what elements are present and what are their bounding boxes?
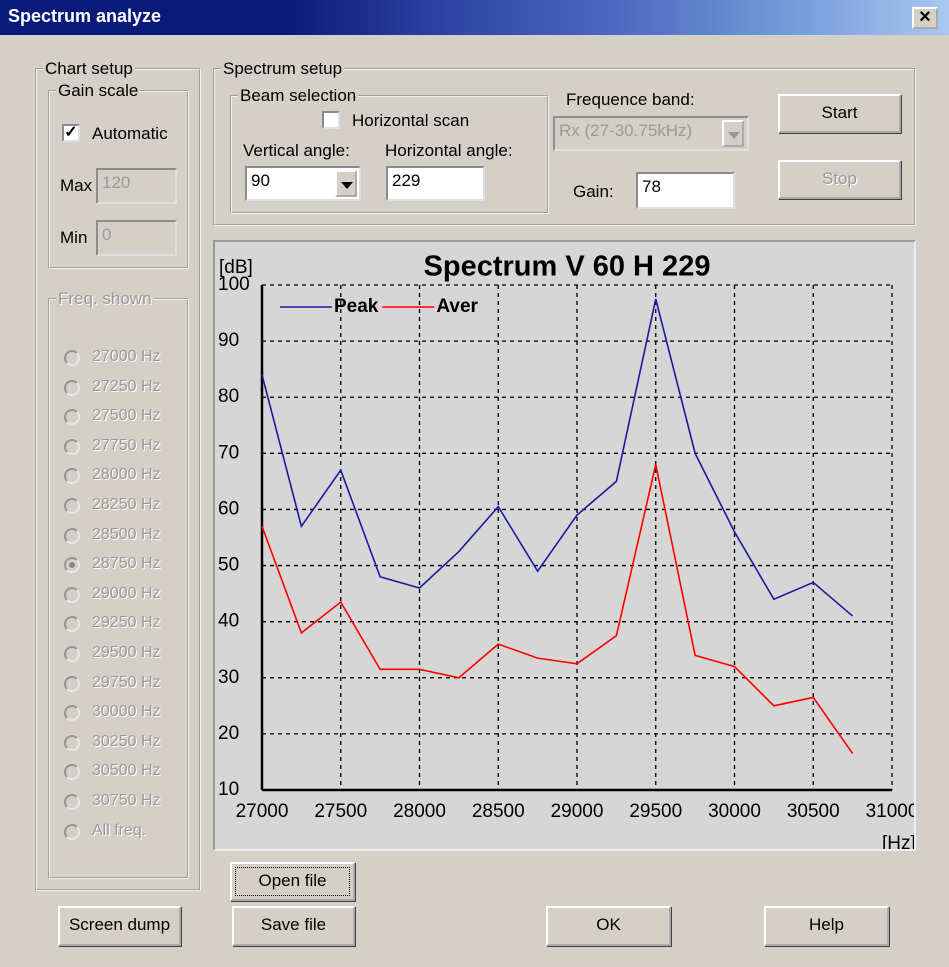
radio-label: 28000 Hz bbox=[92, 466, 161, 484]
x-tick-label: 27000 bbox=[236, 801, 289, 822]
y-tick-label: 30 bbox=[218, 667, 239, 688]
ok-button[interactable]: OK bbox=[546, 906, 671, 946]
horizontal-angle-input[interactable]: 229 bbox=[386, 166, 485, 201]
radio-button[interactable] bbox=[64, 350, 80, 366]
help-button[interactable]: Help bbox=[764, 906, 889, 946]
radio-label: 27500 Hz bbox=[92, 407, 161, 425]
checkbox-label: Horizontal scan bbox=[352, 111, 470, 130]
series-line bbox=[261, 298, 854, 617]
y-tick-label: 20 bbox=[218, 723, 239, 744]
radio-button[interactable] bbox=[64, 379, 80, 396]
dropdown-arrow[interactable] bbox=[722, 120, 744, 147]
radio-label: 27750 Hz bbox=[92, 436, 161, 454]
x-tick-label: 31000 bbox=[866, 801, 916, 822]
checkbox-label: Automatic bbox=[92, 124, 168, 143]
min-input[interactable]: 0 bbox=[96, 220, 177, 256]
radio-label: 27000 Hz bbox=[92, 348, 161, 365]
x-tick-label: 28500 bbox=[472, 801, 525, 822]
x-tick-label: 27500 bbox=[314, 801, 367, 822]
y-tick-label: 100 bbox=[218, 274, 250, 295]
group-label: Chart setup bbox=[43, 59, 135, 79]
radio-label: 28250 Hz bbox=[92, 496, 161, 513]
radio-label: 30750 Hz bbox=[92, 792, 161, 809]
x-tick-label: 29000 bbox=[551, 801, 604, 822]
start-button[interactable]: Start bbox=[778, 94, 901, 133]
radio-label: 28750 Hz bbox=[92, 555, 161, 573]
gain-label: Gain: bbox=[573, 182, 614, 201]
automatic-checkbox[interactable]: ✓ bbox=[62, 124, 80, 142]
y-tick-label: 70 bbox=[218, 442, 239, 463]
radio-button[interactable] bbox=[64, 705, 80, 722]
spectrum-setup-group: Spectrum setup bbox=[213, 59, 916, 226]
x-axis-label: [Hz] bbox=[882, 833, 916, 851]
screen-dump-button[interactable]: Screen dump bbox=[58, 906, 181, 946]
radio-button[interactable] bbox=[64, 557, 80, 574]
radio-label: 29000 Hz bbox=[92, 584, 161, 602]
open-file-button[interactable]: Open file bbox=[230, 862, 355, 901]
radio-label: 29250 Hz bbox=[92, 614, 161, 632]
save-file-button[interactable]: Save file bbox=[232, 906, 355, 946]
radio-button[interactable] bbox=[64, 498, 80, 514]
radio-button[interactable] bbox=[64, 675, 80, 692]
frequence-band-label: Frequence band: bbox=[566, 90, 695, 109]
radio-label: 29500 Hz bbox=[92, 644, 161, 661]
y-axis-label: [dB] bbox=[219, 257, 253, 278]
max-input[interactable]: 120 bbox=[96, 168, 177, 204]
radio-button[interactable] bbox=[64, 438, 80, 455]
frequence-band-select[interactable]: Rx (27-30.75kHz) bbox=[553, 116, 749, 151]
dropdown-arrow[interactable] bbox=[335, 170, 357, 197]
max-label: Max bbox=[60, 176, 93, 195]
radio-label: 30250 Hz bbox=[92, 732, 161, 750]
radio-button[interactable] bbox=[64, 409, 80, 426]
window-title: Spectrum analyze bbox=[8, 6, 162, 26]
gain-input[interactable]: 78 bbox=[636, 172, 735, 209]
radio-label: All freq. bbox=[92, 821, 147, 839]
chart-setup-group: Chart setup bbox=[35, 59, 201, 891]
legend-label: Peak bbox=[334, 296, 379, 317]
chart: Spectrum V 60 H 229 [dB] [Hz] 10 20 30 40 50… bbox=[213, 240, 916, 851]
radio-button[interactable] bbox=[64, 616, 80, 633]
x-tick-label: 30000 bbox=[708, 801, 761, 822]
series-line bbox=[261, 464, 854, 754]
legend-label: Aver bbox=[436, 296, 478, 317]
radio-label: 30500 Hz bbox=[92, 762, 161, 780]
y-tick-label: 90 bbox=[218, 330, 239, 351]
radio-button[interactable] bbox=[64, 527, 80, 544]
radio-button[interactable] bbox=[64, 586, 80, 603]
freq-shown-group: Freq. shown bbox=[48, 289, 189, 879]
vertical-angle-label: Vertical angle: bbox=[243, 141, 350, 160]
radio-label: 28500 Hz bbox=[92, 525, 161, 543]
gain-scale-group: Gain scale bbox=[48, 81, 189, 269]
y-tick-label: 40 bbox=[218, 611, 239, 632]
y-tick-label: 10 bbox=[218, 779, 239, 800]
radio-button[interactable] bbox=[64, 764, 80, 781]
horizontal-scan-checkbox[interactable] bbox=[322, 111, 340, 129]
radio-label: 29750 Hz bbox=[92, 673, 161, 691]
min-label: Min bbox=[60, 228, 88, 247]
radio-button[interactable] bbox=[64, 794, 80, 810]
horizontal-angle-label: Horizontal angle: bbox=[385, 141, 513, 160]
x-tick-label: 28000 bbox=[393, 801, 446, 822]
group-label: Freq. shown bbox=[56, 289, 154, 309]
y-tick-label: 60 bbox=[218, 498, 239, 519]
group-label: Beam selection bbox=[238, 86, 359, 106]
close-button[interactable]: × bbox=[912, 7, 938, 29]
x-tick-label: 30500 bbox=[787, 801, 840, 822]
radio-label: 27250 Hz bbox=[92, 377, 161, 395]
radio-button[interactable] bbox=[64, 734, 80, 751]
radio-button[interactable] bbox=[64, 646, 80, 662]
y-tick-label: 80 bbox=[218, 386, 239, 407]
y-tick-label: 50 bbox=[218, 555, 239, 576]
title-bar: Spectrum analyze bbox=[0, 0, 949, 35]
x-tick-label: 29500 bbox=[629, 801, 682, 822]
group-label: Spectrum setup bbox=[221, 59, 345, 79]
radio-label: 30000 Hz bbox=[92, 703, 161, 721]
radio-button[interactable] bbox=[64, 468, 80, 485]
stop-button[interactable]: Stop bbox=[778, 160, 901, 199]
beam-selection-group: Beam selection bbox=[230, 86, 549, 214]
radio-button[interactable] bbox=[64, 823, 80, 840]
group-label: Gain scale bbox=[56, 81, 141, 101]
chart-title: Spectrum V 60 H 229 bbox=[424, 251, 711, 283]
